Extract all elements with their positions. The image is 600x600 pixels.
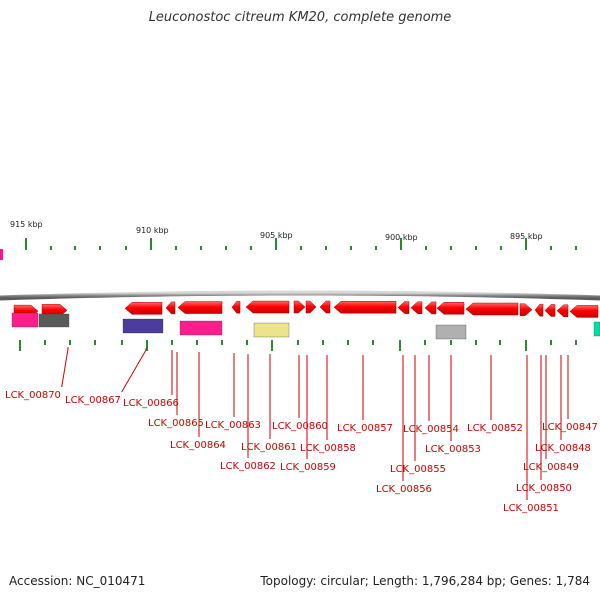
feature-marker: [0, 249, 3, 260]
scale-label: 915 kbp: [10, 220, 43, 229]
genome-backbone: [0, 290, 600, 301]
gene-arrow[interactable]: [124, 302, 163, 315]
gene-label-lck-00858[interactable]: LCK_00858: [300, 443, 356, 454]
gene-arrow[interactable]: [556, 304, 569, 318]
feature-box-yellow[interactable]: [253, 322, 290, 338]
gene-label-lck-00847[interactable]: LCK_00847: [542, 422, 598, 433]
gene-arrow[interactable]: [293, 300, 306, 314]
gene-arrow[interactable]: [305, 300, 317, 314]
accession-text: Accession: NC_010471: [9, 574, 146, 588]
gene-label-lck-00853[interactable]: LCK_00853: [425, 444, 481, 455]
gene-arrow[interactable]: [397, 301, 410, 314]
gene-arrow[interactable]: [424, 301, 437, 315]
gene-label-lck-00856[interactable]: LCK_00856: [376, 484, 432, 495]
feature-box-gray[interactable]: [38, 313, 70, 328]
gene-arrow[interactable]: [410, 301, 423, 314]
scale-label: 900 kbp: [385, 233, 418, 242]
scale-label: 895 kbp: [510, 232, 543, 241]
label-leader-line: [61, 347, 69, 388]
gene-arrow[interactable]: [569, 305, 599, 318]
map-title: Leuconostoc citreum KM20, complete genom…: [148, 10, 452, 25]
scale-label: 910 kbp: [136, 226, 169, 235]
gene-label-lck-00848[interactable]: LCK_00848: [535, 443, 591, 454]
gene-arrow[interactable]: [245, 300, 290, 314]
gene-arrow[interactable]: [436, 301, 465, 315]
gene-arrow[interactable]: [519, 303, 533, 317]
gene-label-lck-00857[interactable]: LCK_00857: [337, 423, 393, 434]
gene-arrow[interactable]: [333, 300, 397, 314]
gene-arrow[interactable]: [319, 300, 331, 314]
gene-label-lck-00851[interactable]: LCK_00851: [503, 503, 559, 514]
gene-label-lck-00849[interactable]: LCK_00849: [523, 462, 579, 473]
label-leader-line: [121, 348, 147, 393]
gene-arrow[interactable]: [177, 301, 223, 314]
gene-label-lck-00850[interactable]: LCK_00850: [516, 483, 572, 494]
gene-label-lck-00859[interactable]: LCK_00859: [280, 462, 336, 473]
feature-box-purple[interactable]: [122, 318, 164, 334]
gene-arrow[interactable]: [465, 302, 519, 316]
gene-label-lck-00866[interactable]: LCK_00866: [123, 398, 179, 409]
gene-arrow[interactable]: [165, 301, 176, 315]
gene-label-lck-00870[interactable]: LCK_00870: [5, 390, 61, 401]
gene-label-lck-00860[interactable]: LCK_00860: [272, 421, 328, 432]
gene-label-lck-00863[interactable]: LCK_00863: [205, 420, 261, 431]
topology-text: Topology: circular; Length: 1,796,284 bp…: [260, 574, 590, 588]
gene-label-lck-00864[interactable]: LCK_00864: [170, 440, 226, 451]
gene-label-lck-00855[interactable]: LCK_00855: [390, 464, 446, 475]
gene-label-lck-00865[interactable]: LCK_00865: [148, 418, 204, 429]
scale-label: 905 kbp: [260, 231, 293, 240]
gene-label-lck-00861[interactable]: LCK_00861: [241, 442, 297, 453]
gene-arrow[interactable]: [231, 300, 241, 314]
feature-box-pink[interactable]: [179, 320, 223, 336]
gene-arrow[interactable]: [534, 303, 544, 317]
gene-label-lck-00867[interactable]: LCK_00867: [65, 395, 121, 406]
feature-box-teal[interactable]: [593, 321, 600, 337]
gene-label-lck-00854[interactable]: LCK_00854: [403, 424, 459, 435]
gene-label-lck-00862[interactable]: LCK_00862: [220, 461, 276, 472]
feature-box-pink[interactable]: [11, 312, 39, 328]
feature-box-lightgray[interactable]: [435, 324, 467, 340]
gene-label-lck-00852[interactable]: LCK_00852: [467, 423, 523, 434]
gene-arrow[interactable]: [544, 304, 556, 317]
